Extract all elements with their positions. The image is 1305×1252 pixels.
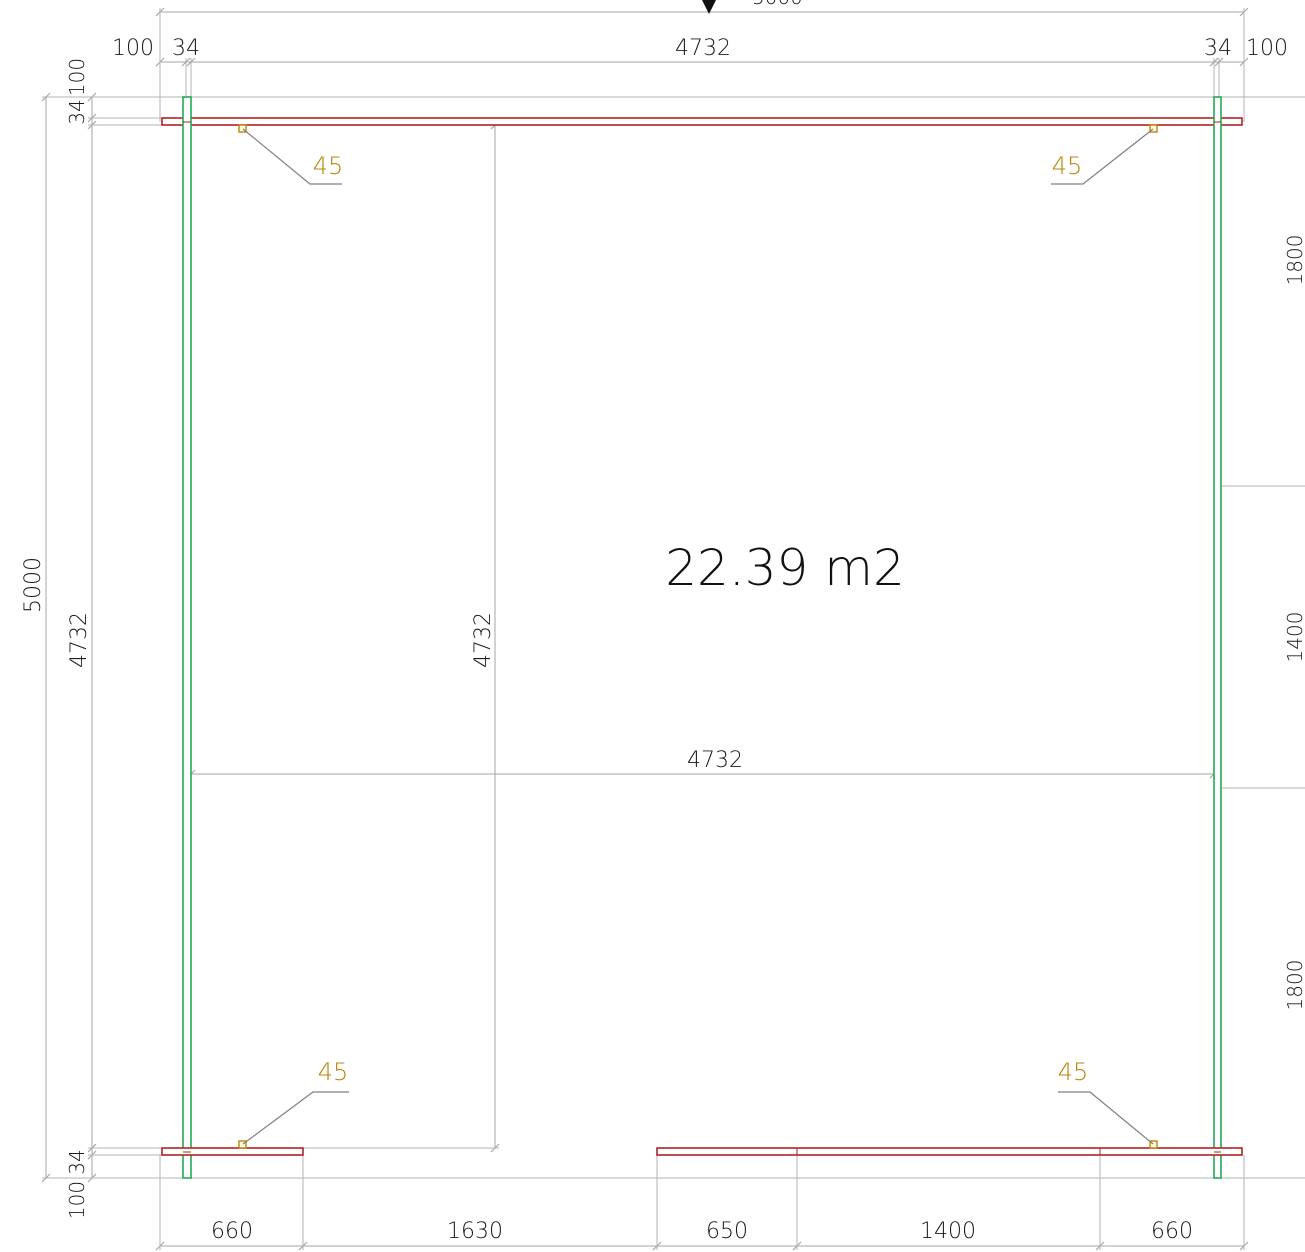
top-right-wall-text: 34 [1204, 36, 1232, 61]
back-wall-left-segment [161, 1147, 304, 1156]
post-bottom-right-label: 45 [1058, 1058, 1089, 1086]
left-dimensions: 5000 100 34 4732 34 100 [21, 58, 1305, 1219]
left-bottom-overhang-text: 100 [65, 1181, 89, 1219]
room-area-label: 22.39 m2 [665, 539, 905, 597]
top-dimensions: 5000 100 34 4732 34 100 [112, 0, 1288, 122]
left-side-wall [182, 96, 192, 1179]
front-wall [161, 117, 1243, 126]
post-bottom-right [1149, 1140, 1158, 1149]
bottom-segment-2-text: 1630 [447, 1219, 503, 1244]
bottom-segment-4-text: 1400 [920, 1219, 976, 1244]
bottom-segment-3-text: 650 [706, 1219, 748, 1244]
right-side-wall [1213, 96, 1222, 1179]
north-arrow-icon [702, 0, 716, 14]
leader-line [1058, 1091, 1154, 1145]
post-bottom-left-label: 45 [318, 1058, 349, 1086]
left-bottom-wall-text: 34 [65, 1149, 89, 1174]
leader-line [242, 1091, 349, 1145]
right-segment-2-text: 1400 [1283, 612, 1305, 663]
right-dimensions: 1800 1400 1800 [1219, 235, 1305, 1011]
bottom-segment-1-text: 660 [211, 1219, 253, 1244]
interior-horizontal-text: 4732 [687, 748, 743, 773]
posts: 45 45 45 45 [238, 124, 1158, 1149]
top-inner-text: 4732 [675, 36, 731, 61]
top-left-overhang-text: 100 [112, 36, 154, 61]
bottom-segment-5-text: 660 [1151, 1219, 1193, 1244]
post-top-left-label: 45 [313, 152, 344, 180]
bottom-dimensions: 660 1630 650 1400 660 [155, 1148, 1249, 1251]
post-top-right [1149, 124, 1158, 133]
left-top-overhang-text: 100 [65, 58, 89, 96]
back-wall-right-segment [656, 1147, 1243, 1156]
top-overall-dim-text: 5000 [752, 0, 803, 9]
leader-line [242, 128, 342, 185]
interior-vertical-text: 4732 [471, 612, 496, 668]
post-top-right-label: 45 [1052, 152, 1083, 180]
leader-line [1051, 128, 1154, 185]
right-segment-1-text: 1800 [1283, 235, 1305, 286]
top-left-wall-text: 34 [172, 36, 200, 61]
left-inner-text: 4732 [67, 612, 92, 668]
left-top-wall-text: 34 [65, 99, 89, 124]
top-right-overhang-text: 100 [1246, 36, 1288, 61]
post-bottom-left [238, 1140, 247, 1149]
right-segment-3-text: 1800 [1283, 960, 1305, 1011]
post-top-left [238, 124, 247, 133]
walls [161, 96, 1243, 1179]
left-overall-text: 5000 [21, 557, 46, 613]
interior-dimensions: 4732 4732 [186, 120, 1219, 1153]
